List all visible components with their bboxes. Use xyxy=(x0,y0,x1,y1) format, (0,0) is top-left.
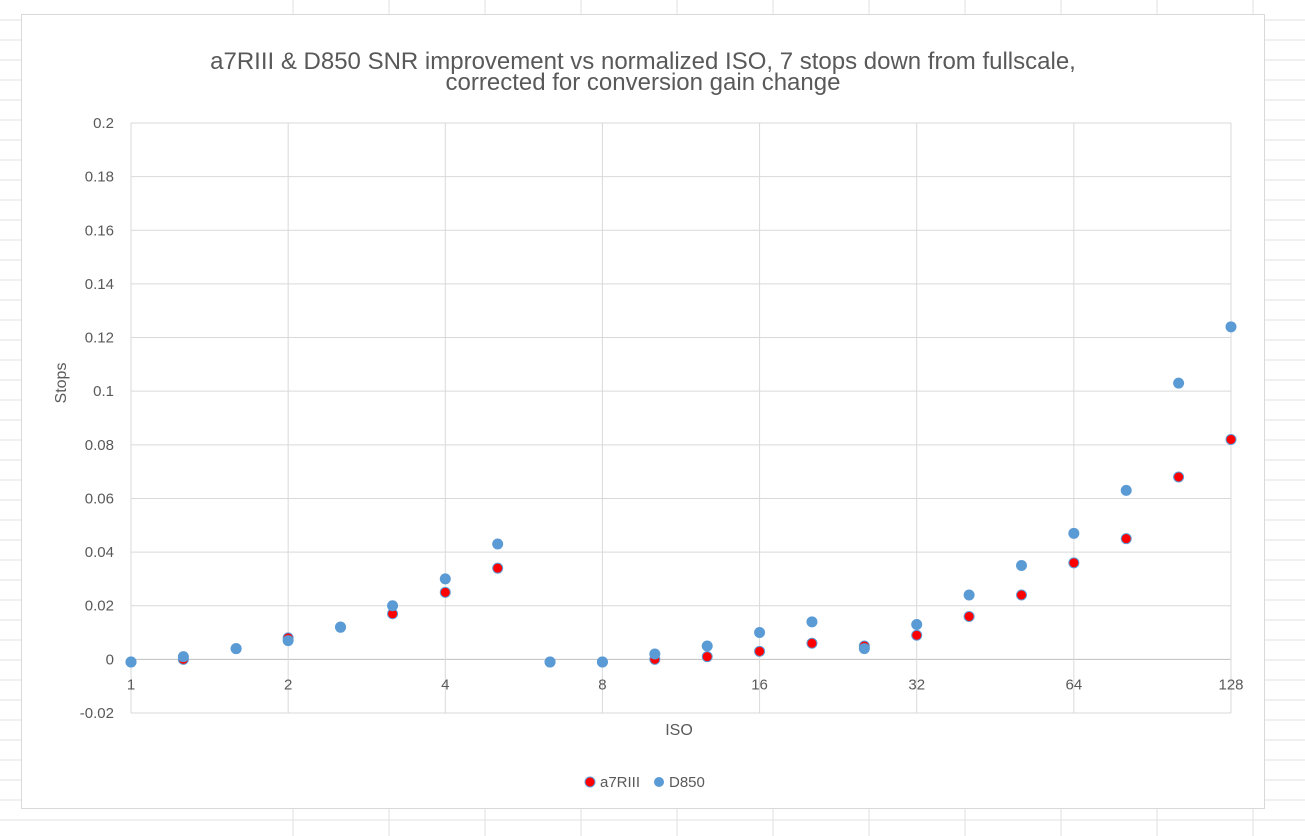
data-point-d850 xyxy=(335,621,347,633)
y-axis-title: Stops xyxy=(53,363,70,404)
data-point-a7riii xyxy=(1173,471,1185,483)
data-point-a7riii xyxy=(492,562,504,574)
data-point-d850 xyxy=(911,619,923,630)
data-point-d850 xyxy=(1015,560,1027,571)
y-tick-label: 0.1 xyxy=(93,383,114,400)
data-series xyxy=(125,321,1237,668)
x-tick-label: 64 xyxy=(1066,676,1083,693)
legend-marker-d850 xyxy=(654,777,664,787)
data-point-d850 xyxy=(492,538,504,550)
data-point-d850 xyxy=(649,648,661,660)
data-point-d850 xyxy=(230,643,242,655)
chart-title-line-1: a7RIII & D850 SNR improvement vs normali… xyxy=(210,48,1076,75)
x-tick-label: 32 xyxy=(908,676,925,693)
data-point-d850 xyxy=(177,651,189,663)
data-point-d850 xyxy=(125,656,137,668)
x-axis-tick-labels: 1 2 4 8 16 32 64 128 xyxy=(127,676,1244,693)
y-tick-label: 0.08 xyxy=(85,437,114,454)
data-point-a7riii xyxy=(701,651,713,663)
data-point-a7riii xyxy=(963,610,975,622)
data-point-d850 xyxy=(963,589,975,601)
data-point-a7riii xyxy=(1015,589,1027,601)
y-tick-label: -0.02 xyxy=(80,705,114,722)
legend-label-a7riii: a7RIII xyxy=(600,774,640,791)
series-a7riii xyxy=(125,433,1237,668)
y-tick-label: 0.18 xyxy=(85,169,114,186)
chart-title-line-2: corrected for conversion gain change xyxy=(446,69,841,96)
data-point-a7riii xyxy=(1068,557,1080,569)
data-point-d850 xyxy=(1120,484,1132,496)
data-point-d850 xyxy=(439,573,451,585)
scatter-chart: a7RIII & D850 SNR improvement vs normali… xyxy=(53,48,1244,791)
y-axis-tick-labels: -0.02 0 0.02 0.04 0.06 0.08 0.1 0.12 0.14 0.16 0.1… xyxy=(80,115,114,722)
data-point-d850 xyxy=(1173,377,1185,389)
chart-legend: a7RIII D850 xyxy=(584,774,705,791)
data-point-d850 xyxy=(387,600,399,612)
data-point-d850 xyxy=(596,656,608,668)
data-point-a7riii xyxy=(806,637,818,649)
data-point-d850 xyxy=(806,616,818,628)
data-point-a7riii xyxy=(911,629,923,641)
x-tick-label: 1 xyxy=(127,676,135,693)
y-tick-label: 0.16 xyxy=(85,222,114,239)
data-point-a7riii xyxy=(1120,533,1132,545)
legend-label-d850: D850 xyxy=(669,774,705,791)
x-tick-label: 8 xyxy=(598,676,606,693)
chart-area[interactable]: a7RIII & D850 SNR improvement vs normali… xyxy=(21,14,1265,809)
plot-gridlines xyxy=(130,122,1232,714)
y-tick-label: 0.14 xyxy=(85,276,114,293)
data-point-d850 xyxy=(858,643,870,655)
y-tick-label: 0.12 xyxy=(85,330,114,347)
y-tick-label: 0.2 xyxy=(93,115,114,132)
data-point-d850 xyxy=(1068,527,1080,539)
data-point-d850 xyxy=(282,635,294,647)
data-point-a7riii xyxy=(1225,433,1237,445)
chart-title: a7RIII & D850 SNR improvement vs normali… xyxy=(210,48,1076,96)
x-tick-label: 16 xyxy=(751,676,768,693)
y-tick-label: 0.04 xyxy=(85,544,114,561)
data-point-a7riii xyxy=(754,645,766,657)
data-point-a7riii xyxy=(439,586,451,598)
x-tick-label: 4 xyxy=(441,676,449,693)
data-point-d850 xyxy=(544,656,556,668)
y-tick-label: 0.06 xyxy=(85,490,114,507)
data-point-d850 xyxy=(754,627,766,639)
x-axis-title: ISO xyxy=(665,722,693,739)
x-tick-label: 2 xyxy=(284,676,292,693)
series-d850 xyxy=(125,321,1237,668)
data-point-d850 xyxy=(1225,321,1237,333)
legend-marker-a7riii xyxy=(584,776,596,788)
x-tick-label: 128 xyxy=(1218,676,1243,693)
y-tick-label: 0.02 xyxy=(85,598,114,615)
data-point-d850 xyxy=(701,640,713,652)
y-tick-label: 0 xyxy=(106,651,114,668)
